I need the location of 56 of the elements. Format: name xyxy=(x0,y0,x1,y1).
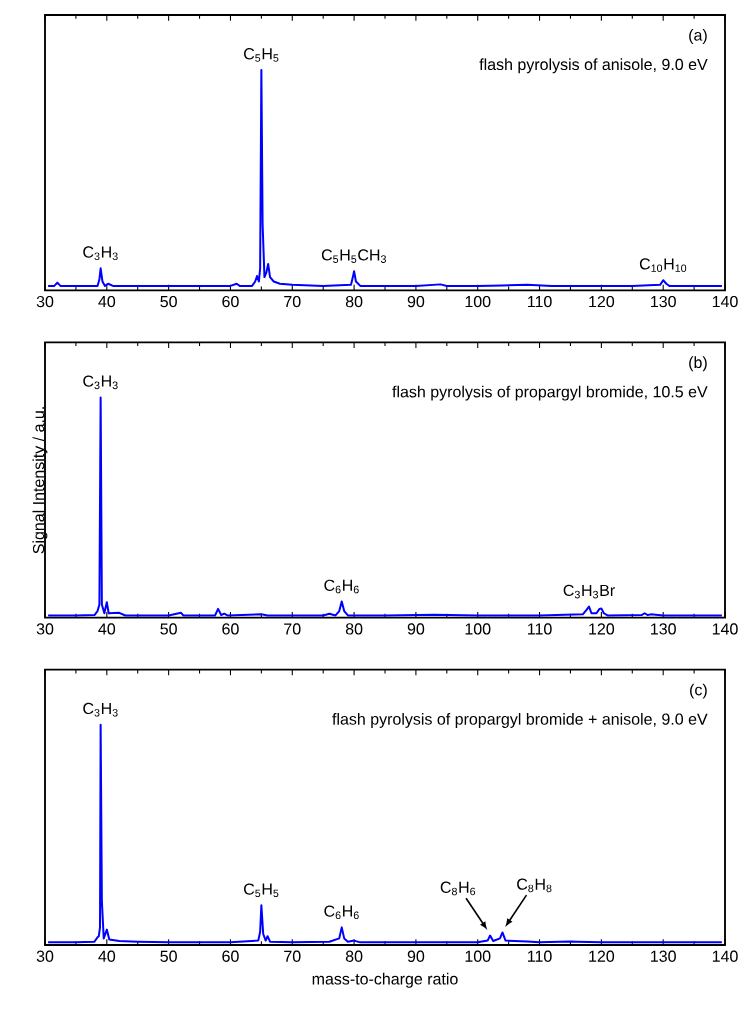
x-tick-label: 100 xyxy=(465,295,491,308)
x-tick-label: 70 xyxy=(284,295,301,308)
annotation: C$_{3}$H$_{3}$ xyxy=(83,246,118,261)
x-tick-label: 130 xyxy=(651,295,676,308)
annotation: flash pyrolysis of propargyl bromide + anisole, 9.0 eV xyxy=(332,713,708,728)
x-tick-label: 40 xyxy=(98,950,116,962)
annotation: C$_{3}$H$_{3}$ xyxy=(83,702,118,717)
x-tick-label: 60 xyxy=(222,950,239,962)
x-tick-label: 60 xyxy=(222,295,239,308)
x-tick-label: 70 xyxy=(284,623,301,635)
x-tick-label: 110 xyxy=(528,950,552,962)
annotation: C$_{3}$H$_{3}$Br xyxy=(563,584,615,599)
annotation: C$_{5}$H$_{5}$ xyxy=(244,883,279,898)
annotation: C$_{6}$H$_{6}$ xyxy=(324,905,359,920)
y-axis-title: Signal Intensity / a.u. xyxy=(32,407,48,554)
x-tick-label: 120 xyxy=(589,295,615,308)
annotation: C$_{8}$H$_{8}$ xyxy=(517,878,552,893)
annotation: C$_{3}$H$_{3}$ xyxy=(83,375,118,390)
x-tick-label: 80 xyxy=(345,623,363,635)
x-tick-label: 130 xyxy=(651,950,676,962)
annotation: flash pyrolysis of propargyl bromide, 10.5 eV xyxy=(392,385,708,401)
annotation: C$_{5}$H$_{5}$ xyxy=(244,48,279,62)
text: (b) xyxy=(689,356,707,372)
x-tick-label: 50 xyxy=(160,950,177,962)
x-tick-label: 140 xyxy=(712,950,738,962)
x-tick-label: 140 xyxy=(712,295,738,308)
annotation: flash pyrolysis of anisole, 9.0 eV xyxy=(479,58,708,74)
x-tick-label: 80 xyxy=(345,295,363,308)
x-tick-label: 90 xyxy=(407,950,425,962)
x-tick-label: 120 xyxy=(589,950,615,962)
text: (c) xyxy=(690,683,707,699)
x-tick-label: 100 xyxy=(465,950,491,962)
x-tick-label: 110 xyxy=(528,623,552,635)
x-tick-label: 30 xyxy=(36,295,54,308)
x-tick-label: 90 xyxy=(407,623,425,635)
x-tick-label: 60 xyxy=(222,623,239,635)
x-tick-label: 80 xyxy=(345,950,363,962)
x-tick-label: 130 xyxy=(651,623,676,635)
x-tick-label: 70 xyxy=(284,950,301,962)
x-tick-label: 50 xyxy=(160,623,177,635)
x-tick-label: 90 xyxy=(407,295,425,308)
x-tick-label: 30 xyxy=(36,623,54,635)
x-tick-label: 110 xyxy=(528,295,552,308)
x-tick-label: 100 xyxy=(465,623,491,635)
x-tick-label: 140 xyxy=(712,623,738,635)
x-tick-label: 40 xyxy=(98,295,116,308)
x-tick-label: 40 xyxy=(98,623,116,635)
x-tick-label: 30 xyxy=(36,950,54,962)
text: (a) xyxy=(689,29,707,44)
x-tick-label: 50 xyxy=(160,295,177,308)
x-tick-label: 120 xyxy=(589,623,615,635)
x-axis-title: mass-to-charge ratio xyxy=(312,972,458,988)
annotation: C$_{6}$H$_{6}$ xyxy=(324,579,359,594)
annotation: C$_{10}$H$_{10}$ xyxy=(639,258,687,272)
annotation: C$_{8}$H$_{6}$ xyxy=(440,881,476,896)
annotation: C$_{5}$H$_{5}$CH$_{3}$ xyxy=(321,249,386,263)
